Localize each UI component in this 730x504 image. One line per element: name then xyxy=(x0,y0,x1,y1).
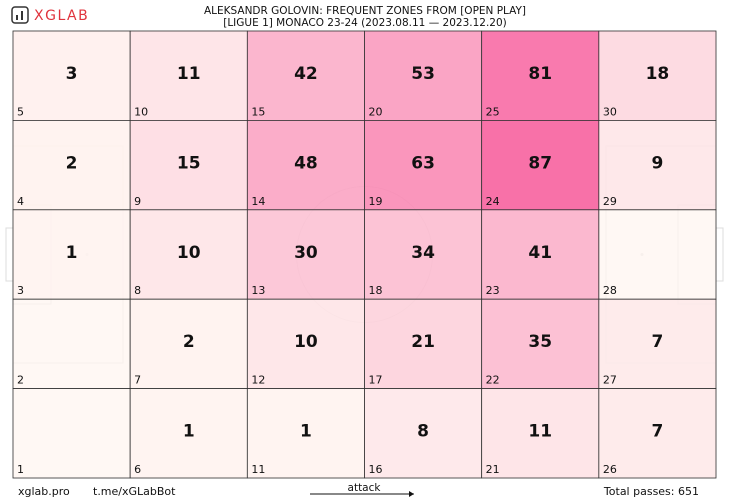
footer-bot: t.me/xGLabBot xyxy=(93,485,176,498)
zone-value: 11 xyxy=(177,64,201,84)
zone-value: 41 xyxy=(528,243,552,263)
zone-value: 87 xyxy=(528,153,552,173)
zone-number: 16 xyxy=(369,463,383,476)
zone-value: 11 xyxy=(528,422,552,442)
zone xyxy=(481,30,600,121)
zone xyxy=(246,30,365,121)
zone xyxy=(246,209,365,300)
zone-number: 3 xyxy=(17,284,24,297)
logo-icon xyxy=(11,6,29,24)
zone-number: 9 xyxy=(134,195,141,208)
zone-value: 63 xyxy=(411,153,435,173)
zone-number: 22 xyxy=(486,374,500,387)
zone-value: 53 xyxy=(411,64,435,84)
zone xyxy=(12,209,131,300)
zone-value: 30 xyxy=(294,243,318,263)
zone xyxy=(598,30,717,121)
zone-number: 18 xyxy=(369,284,383,297)
cells: 3511104215532081251830241594814631987249… xyxy=(12,30,717,479)
zone-number: 29 xyxy=(603,195,617,208)
zone-number: 2 xyxy=(17,374,24,387)
footer-site: xglab.pro xyxy=(18,485,70,498)
zone-number: 12 xyxy=(251,374,265,387)
zone-value: 2 xyxy=(183,332,195,352)
zone xyxy=(364,209,483,300)
zone xyxy=(598,388,717,479)
zone-number: 15 xyxy=(251,105,265,118)
logo: XGLAB xyxy=(11,6,89,24)
zone-number: 27 xyxy=(603,374,617,387)
empty-zone xyxy=(12,298,131,390)
zone-value: 48 xyxy=(294,153,318,173)
zone-value: 1 xyxy=(300,422,312,442)
zone-value: 3 xyxy=(66,64,78,84)
zone xyxy=(364,388,483,479)
zone-value: 42 xyxy=(294,64,318,84)
logo-icon xyxy=(16,15,18,20)
zone-value: 21 xyxy=(411,332,435,352)
zone xyxy=(364,120,483,211)
zone-number: 23 xyxy=(486,284,500,297)
zone-value: 10 xyxy=(294,332,318,352)
zone-number: 1 xyxy=(17,463,24,476)
zone xyxy=(481,298,600,390)
zone-number: 25 xyxy=(486,105,500,118)
logo-text: XGLAB xyxy=(34,8,89,24)
direction-arrow-head xyxy=(409,491,414,497)
footer-total: Total passes: 651 xyxy=(603,485,699,498)
zone xyxy=(12,30,131,121)
empty-zone xyxy=(598,209,717,300)
zone xyxy=(598,298,717,390)
zone xyxy=(481,120,600,211)
zone-number: 26 xyxy=(603,463,617,476)
zone-value: 7 xyxy=(651,332,663,352)
zone-number: 24 xyxy=(486,195,500,208)
zone-value: 35 xyxy=(528,332,552,352)
zone-number: 11 xyxy=(251,463,265,476)
zone-number: 6 xyxy=(134,463,141,476)
zone-value: 1 xyxy=(183,422,195,442)
direction-label: attack xyxy=(348,482,382,494)
zone xyxy=(129,209,248,300)
zone-number: 30 xyxy=(603,105,617,118)
zone xyxy=(598,120,717,211)
zone-number: 10 xyxy=(134,105,148,118)
zone-number: 28 xyxy=(603,284,617,297)
zone-number: 13 xyxy=(251,284,265,297)
zone-value: 8 xyxy=(417,422,429,442)
zone-value: 2 xyxy=(66,153,78,173)
zone xyxy=(129,388,248,479)
zone-number: 5 xyxy=(17,105,24,118)
zone xyxy=(129,120,248,211)
zone-number: 17 xyxy=(369,374,383,387)
zone-value: 81 xyxy=(528,64,552,84)
zone-number: 7 xyxy=(134,374,141,387)
logo-icon xyxy=(21,11,23,20)
zone xyxy=(481,209,600,300)
zone-value: 34 xyxy=(411,243,435,263)
zone-value: 18 xyxy=(646,64,670,84)
chart-subtitle: [LIGUE 1] MONACO 23-24 (2023.08.11 — 202… xyxy=(223,17,507,29)
zone-number: 14 xyxy=(251,195,265,208)
zone-value: 10 xyxy=(177,243,201,263)
zone-value: 7 xyxy=(651,422,663,442)
zone-value: 15 xyxy=(177,153,201,173)
zone xyxy=(246,120,365,211)
zone xyxy=(12,120,131,211)
zone-number: 19 xyxy=(369,195,383,208)
zone-number: 20 xyxy=(369,105,383,118)
zone-value: 9 xyxy=(651,153,663,173)
zone-value: 1 xyxy=(66,243,78,263)
zone-number: 21 xyxy=(486,463,500,476)
zone-number: 4 xyxy=(17,195,24,208)
zone-number: 8 xyxy=(134,284,141,297)
empty-zone xyxy=(12,388,131,479)
zone xyxy=(246,298,365,390)
chart-title: ALEKSANDR GOLOVIN: FREQUENT ZONES FROM [… xyxy=(204,5,526,17)
